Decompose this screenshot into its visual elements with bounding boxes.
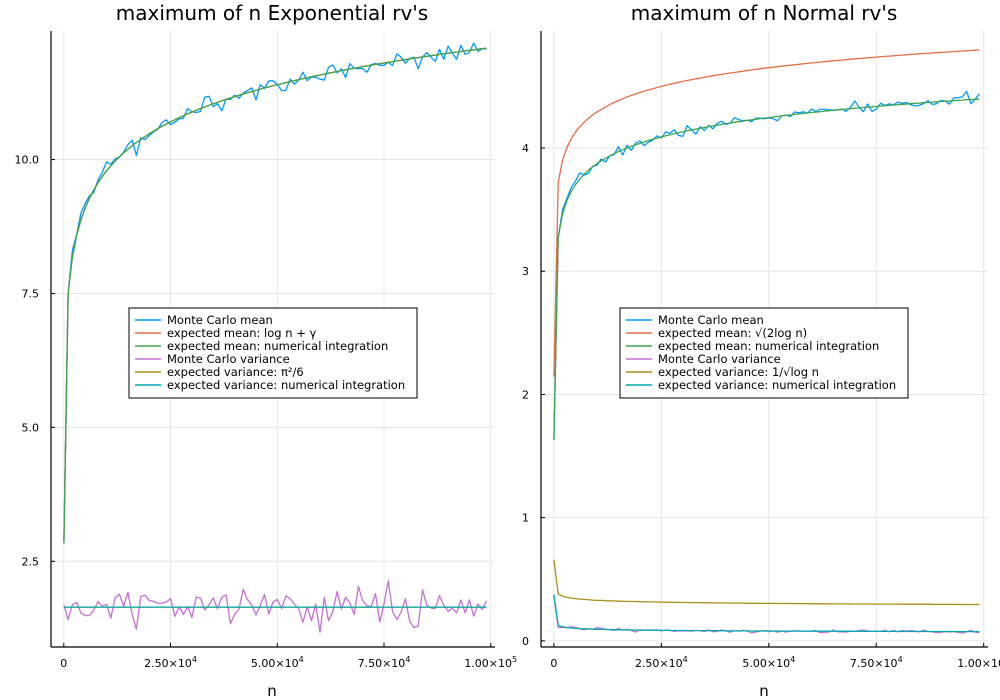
normal-series [553, 49, 980, 634]
normal-x-axis-label: n [759, 682, 769, 700]
y-tick-label: 3 [522, 265, 529, 278]
series-line [553, 49, 980, 377]
exponential-x-axis-label: n [267, 682, 277, 700]
y-tick-label: 7.5 [22, 287, 40, 300]
exponential-x-ticks: 0 2.50×104 5.00×104 7.50×104 1.00×105 [60, 643, 517, 670]
legend-label: expected mean: log n + γ [167, 326, 316, 340]
exponential-series [63, 42, 488, 633]
normal-y-ticks: 0 1 2 3 4 [522, 142, 545, 648]
legend-label: expected variance: 1/√log n [658, 365, 819, 379]
legend-label: Monte Carlo variance [658, 352, 781, 366]
normal-x-ticks: 0 2.50×104 5.00×104 7.50×104 1.00×105 [550, 643, 1000, 670]
x-tick-label: 7.50×104 [850, 655, 903, 670]
x-tick-label: 5.00×104 [742, 655, 795, 670]
normal-legend-box [619, 307, 909, 399]
x-tick-label: 2.50×104 [144, 655, 197, 670]
legend-label: expected variance: numerical integration [658, 378, 896, 392]
x-tick-label: 0 [550, 657, 557, 670]
series-line [553, 98, 980, 440]
legend-label: Monte Carlo variance [167, 352, 290, 366]
y-tick-label: 2 [522, 388, 529, 401]
legend-label: expected variance: π²/6 [167, 365, 304, 379]
x-tick-label: 7.50×104 [358, 655, 411, 670]
series-line [63, 580, 488, 633]
y-tick-label: 0 [522, 635, 529, 648]
exponential-legend-box [128, 307, 418, 399]
exponential-y-ticks: 2.5 5.0 7.5 10.0 [15, 154, 55, 568]
legend-label: expected mean: numerical integration [167, 339, 388, 353]
legend-label: expected mean: √(2log n) [658, 326, 807, 340]
x-tick-label: 1.00×105 [464, 655, 517, 670]
series-line [553, 559, 980, 606]
normal-panel: maximum of n Normal rv's 0 2.50×104 5.00×1… [522, 1, 1000, 700]
legend-label: Monte Carlo mean [658, 313, 764, 327]
x-tick-label: 5.00×104 [251, 655, 304, 670]
x-tick-label: 1.00×105 [957, 655, 1000, 670]
series-line [63, 42, 487, 541]
x-tick-label: 2.50×104 [635, 655, 688, 670]
y-tick-label: 1 [522, 512, 529, 525]
normal-chart-title: maximum of n Normal rv's [631, 1, 898, 25]
y-tick-label: 2.5 [22, 555, 40, 568]
y-tick-label: 4 [522, 142, 529, 155]
y-tick-label: 5.0 [22, 421, 40, 434]
legend-label: Monte Carlo mean [167, 313, 273, 327]
y-tick-label: 10.0 [15, 154, 40, 167]
exponential-panel: maximum of n Exponential rv's 0 2.50×104 5… [15, 1, 518, 700]
x-tick-label: 0 [60, 657, 67, 670]
exponential-chart-title: maximum of n Exponential rv's [116, 1, 428, 25]
series-line [63, 47, 487, 544]
legend-label: expected mean: numerical integration [658, 339, 879, 353]
legend-label: expected variance: numerical integration [167, 378, 405, 392]
series-line [553, 594, 980, 633]
